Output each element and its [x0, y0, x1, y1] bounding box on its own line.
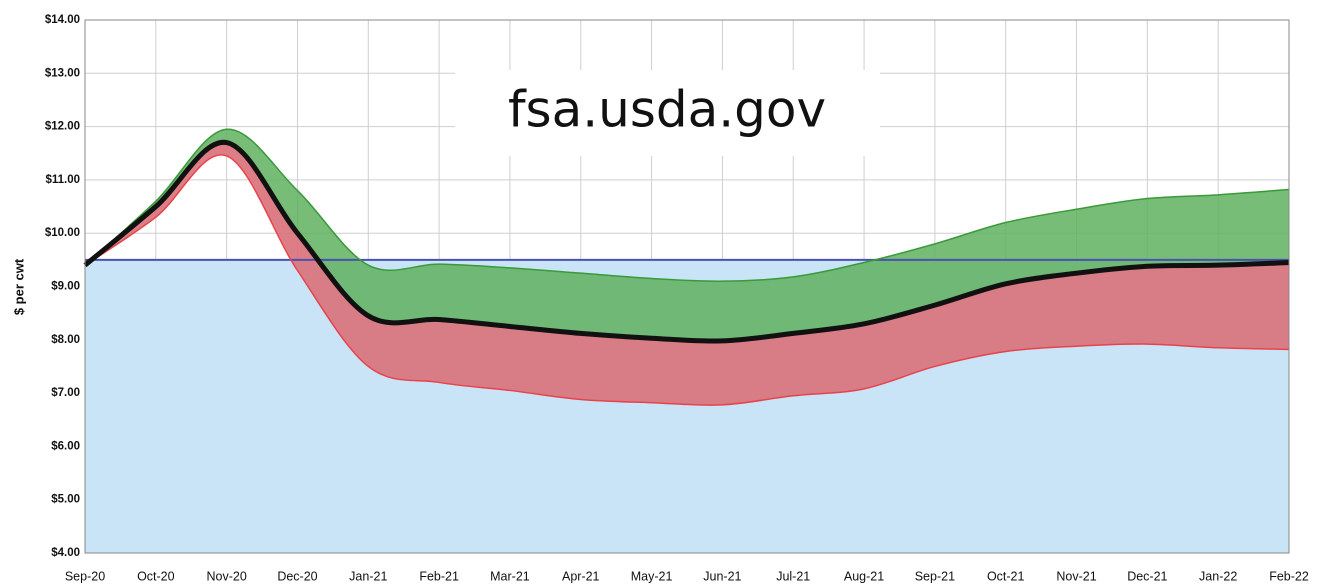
x-tick-label: Jul-21: [776, 569, 810, 583]
y-tick-label: $7.00: [51, 387, 80, 399]
labels: $4.00 $5.00 $6.00 $7.00 $8.00 $9.00 $10.00 $11.…: [45, 14, 1309, 583]
lines: [83, 128, 1290, 406]
x-tick-label: Jan-21: [349, 569, 387, 583]
x-tick-label: Dec-20: [277, 569, 317, 583]
x-tick-label: Mar-21: [490, 569, 530, 583]
y-tick-label: $10.00: [45, 227, 80, 239]
watermark-box: [455, 70, 880, 156]
x-tick-label: Sep-21: [915, 569, 955, 583]
lower-band: [85, 142, 1289, 406]
y-tick-label: $6.00: [51, 440, 80, 452]
x-tick-label: Nov-21: [1056, 569, 1096, 583]
x-tick-label: Aug-21: [844, 569, 884, 583]
x-tick-label: Nov-20: [206, 569, 246, 583]
series-line: [84, 128, 1290, 282]
x-tick-label: Feb-22: [1269, 569, 1309, 583]
y-tick-label: $5.00: [51, 494, 80, 506]
y-tick-label: $13.00: [45, 67, 80, 79]
y-tick-label: $9.00: [51, 281, 80, 293]
x-tick-label: Feb-21: [419, 569, 459, 583]
plot-border: [84, 19, 1290, 554]
y-tick-label: $8.00: [51, 334, 80, 346]
series-line: [84, 154, 1290, 406]
x-tick-label: May-21: [631, 569, 673, 583]
y-tick-label: $11.00: [45, 174, 80, 186]
x-tick-label: Apr-21: [562, 569, 600, 583]
x-tick-label: Dec-21: [1127, 569, 1167, 583]
x-tick-label: Oct-21: [987, 569, 1025, 583]
y-tick-label: $14.00: [45, 14, 80, 26]
y-tick-label: $12.00: [45, 121, 80, 133]
x-tick-label: Jan-22: [1199, 569, 1237, 583]
x-tick-label: Oct-20: [137, 569, 175, 583]
series-line: [83, 140, 1290, 344]
x-tick-label: Jun-21: [703, 569, 741, 583]
x-tick-label: Sep-20: [65, 569, 105, 583]
y-axis-label: $ per cwt: [11, 258, 26, 315]
y-tick-label: $4.00: [51, 547, 80, 559]
watermark: fsa.usda.gov: [508, 81, 826, 139]
